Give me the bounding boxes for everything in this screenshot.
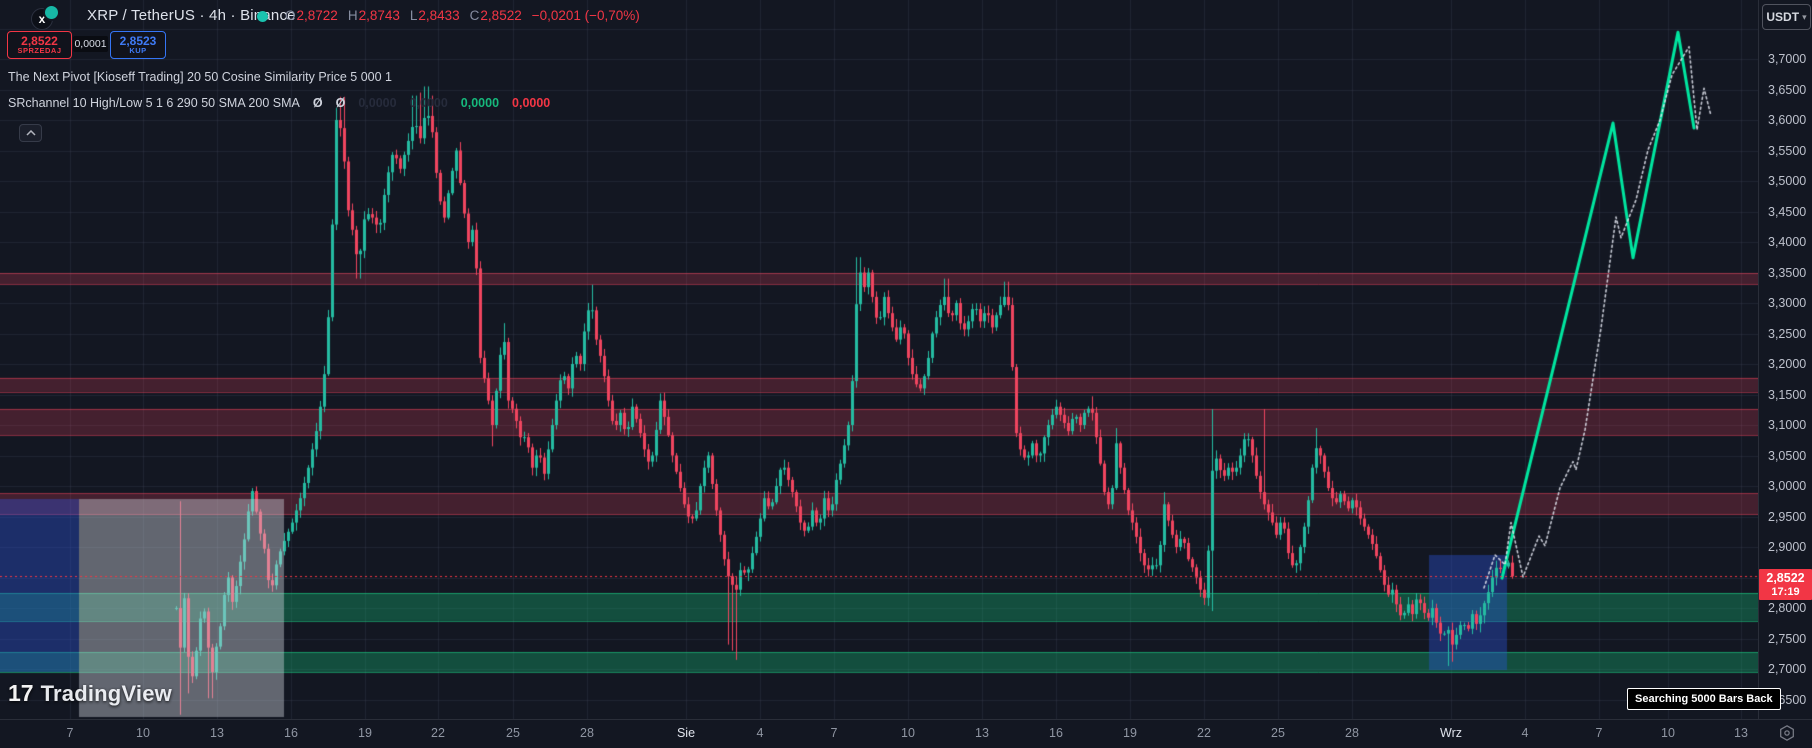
price-axis-label: 3,0000	[1768, 479, 1807, 493]
ohlc-low: L 2,8433	[409, 8, 460, 23]
price-axis-label: 2,7500	[1768, 631, 1807, 646]
time-axis-label: 10	[1661, 726, 1675, 740]
price-axis-label: 2,8000	[1768, 601, 1807, 615]
price-axis-label: 3,2500	[1768, 326, 1807, 341]
time-axis-label: 13	[975, 726, 989, 740]
time-axis-label: 25	[1271, 726, 1285, 740]
current-price-tag: 2,8522 17:19	[1759, 569, 1812, 601]
price-change: −0,0201 (−0,70%)	[531, 8, 640, 23]
indicator-value: 0,0000	[460, 96, 500, 110]
indicator-name: SRchannel 10 High/Low 5 1 6 290 50 SMA 2…	[8, 96, 300, 110]
tradingview-watermark-text: TradingView	[40, 680, 172, 706]
price-axis-label: 3,1000	[1768, 418, 1807, 432]
ohlc-open: O 2,8722	[285, 8, 338, 23]
time-axis-label: 7	[830, 726, 838, 740]
ohlc-close: C 2,8522	[469, 8, 522, 23]
bar-countdown: 17:19	[1771, 585, 1800, 598]
indicator-name: The Next Pivot [Kioseff Trading] 20 50 C…	[8, 70, 392, 84]
ohlc-high: H 2,8743	[347, 8, 400, 23]
collapse-indicators-button[interactable]	[19, 124, 42, 142]
buy-price: 2,8523	[119, 33, 157, 48]
price-axis-label: 2,7000	[1768, 662, 1807, 676]
price-axis-label: 3,5500	[1768, 143, 1807, 158]
time-axis-label: 4	[1521, 726, 1529, 740]
tradingview-logo-icon: 17	[8, 680, 34, 706]
xrp-logo-icon[interactable]: x	[31, 4, 65, 30]
currency-label: USDT	[1766, 10, 1800, 24]
time-axis[interactable]: 7 10 13 16 19 22 25 28 Sie 4 7 10 13 16 19 22 25 28 Wrz 4 7 1…	[0, 719, 1812, 748]
price-axis-label: 2,9000	[1768, 540, 1807, 554]
price-axis-label: 3,6500	[1768, 82, 1807, 97]
indicator-value: 0,0000	[409, 96, 448, 110]
price-axis-label: 3,2000	[1768, 357, 1807, 371]
price-axis-label: 3,7000	[1768, 52, 1807, 66]
hexagon-settings-icon	[1780, 725, 1794, 741]
time-axis-label: Wrz	[1440, 726, 1462, 740]
price-axis-label: 3,3000	[1768, 296, 1807, 310]
spread-badge: 0,0001	[73, 36, 108, 52]
price-axis-label: 3,3500	[1768, 265, 1807, 280]
indicator-legend-next-pivot[interactable]: The Next Pivot [Kioseff Trading] 20 50 C…	[8, 70, 392, 84]
indicator-value: 0,0000	[512, 96, 551, 110]
sell-label: SPRZEDAJ	[17, 46, 62, 56]
currency-button[interactable]: USDT ▾	[1762, 4, 1811, 30]
time-axis-label: 25	[506, 726, 520, 740]
price-axis-label: 3,5000	[1768, 174, 1807, 188]
ohlc-row: O 2,8722 H 2,8743 L 2,8433 C 2,8522 −0,0201 …	[285, 8, 640, 23]
price-axis-label: 3,1500	[1768, 387, 1807, 402]
time-axis-label: 16	[1049, 726, 1063, 740]
price-axis-label: 3,4500	[1768, 204, 1807, 219]
symbol-title[interactable]: XRP / TetherUS · 4h · Binance	[87, 7, 296, 24]
time-axis-label: 22	[1197, 726, 1211, 740]
indicator-legend-srchannel[interactable]: SRchannel 10 High/Low 5 1 6 290 50 SMA 2…	[8, 96, 550, 110]
time-axis-label: 4	[756, 726, 764, 740]
time-axis-label: 28	[1345, 726, 1359, 740]
time-axis-label: 22	[431, 726, 445, 740]
time-axis-label: 7	[66, 726, 74, 740]
axis-settings-button[interactable]	[1776, 722, 1798, 744]
chevron-down-icon: ▾	[1802, 11, 1807, 22]
chevron-up-icon	[25, 130, 36, 136]
time-axis-label: 16	[284, 726, 298, 740]
buy-button[interactable]: 2,8523 KUP	[110, 31, 166, 59]
time-axis-label: 13	[210, 726, 224, 740]
time-axis-label: 19	[358, 726, 372, 740]
price-axis-label: 3,6000	[1768, 113, 1807, 127]
indicator-value: Ø	[312, 96, 323, 110]
price-chart-canvas[interactable]	[0, 0, 1758, 719]
price-axis[interactable]: 3,7000 3,6500 3,6000 3,5500 3,5000 3,4500 3,40…	[1758, 0, 1812, 719]
indicator-values: Ø Ø 0,0000 0,0000 0,0000 0,0000	[313, 96, 550, 110]
buy-label: KUP	[129, 46, 147, 56]
time-axis-label: 28	[580, 726, 594, 740]
current-price: 2,8522	[1766, 571, 1805, 586]
sell-price: 2,8522	[21, 33, 58, 48]
indicator-value: Ø	[335, 96, 346, 110]
price-axis-label: 3,4000	[1768, 235, 1807, 249]
time-axis-label: 10	[136, 726, 150, 740]
indicator-value: 0,0000	[358, 96, 397, 110]
price-axis-label: 3,0500	[1768, 448, 1807, 463]
price-axis-label: 2,9500	[1768, 509, 1807, 524]
time-axis-label: 7	[1595, 726, 1603, 740]
time-axis-label: 13	[1734, 726, 1748, 740]
searching-bars-badge: Searching 5000 Bars Back	[1627, 688, 1781, 710]
tradingview-watermark: 17 TradingView	[8, 680, 172, 707]
time-axis-label: Sie	[676, 726, 696, 740]
xrp-logo-dot-icon	[43, 4, 60, 21]
time-axis-label: 10	[901, 726, 915, 740]
market-status-icon[interactable]	[257, 11, 268, 22]
sell-button[interactable]: 2,8522 SPRZEDAJ	[7, 31, 72, 59]
time-axis-label: 19	[1123, 726, 1137, 740]
